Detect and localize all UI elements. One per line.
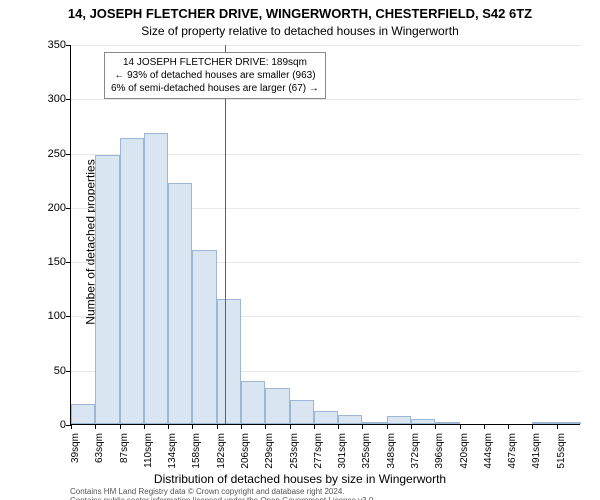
histogram-bar [265,388,289,424]
histogram-bar [557,422,581,424]
xtick-mark [144,424,145,429]
ytick-mark [66,208,71,209]
xtick-mark [532,424,533,429]
histogram-bar [362,422,386,424]
xtick-label: 277sqm [313,433,324,483]
histogram-bar [95,155,119,424]
xtick-mark [168,424,169,429]
histogram-bar [387,416,411,424]
ytick-label: 150 [26,256,66,268]
ytick-mark [66,154,71,155]
histogram-bar [290,400,314,424]
ytick-mark [66,371,71,372]
xtick-mark [95,424,96,429]
histogram-bar [168,183,192,424]
xtick-label: 420sqm [459,433,470,483]
xtick-label: 87sqm [119,433,130,483]
ytick-label: 100 [26,310,66,322]
histogram-bar [338,415,362,424]
histogram-bar [71,404,95,424]
ytick-mark [66,99,71,100]
xtick-label: 253sqm [289,433,300,483]
xtick-mark [241,424,242,429]
chart-container: 14, JOSEPH FLETCHER DRIVE, WINGERWORTH, … [0,0,600,500]
plot-area [70,45,580,425]
annotation-line: 14 JOSEPH FLETCHER DRIVE: 189sqm [111,56,319,69]
histogram-bar [120,138,144,424]
xtick-mark [192,424,193,429]
xtick-mark [338,424,339,429]
chart-title-sub: Size of property relative to detached ho… [0,24,600,38]
ytick-label: 50 [26,365,66,377]
xtick-label: 301sqm [337,433,348,483]
xtick-mark [71,424,72,429]
xtick-mark [314,424,315,429]
xtick-mark [217,424,218,429]
xtick-label: 182sqm [216,433,227,483]
xtick-mark [435,424,436,429]
xtick-label: 229sqm [264,433,275,483]
xtick-mark [484,424,485,429]
footer-attribution: Contains HM Land Registry data © Crown c… [70,488,376,500]
ytick-label: 350 [26,39,66,51]
histogram-bar [217,299,241,424]
xtick-label: 158sqm [191,433,202,483]
xtick-mark [557,424,558,429]
xtick-label: 63sqm [94,433,105,483]
xtick-mark [120,424,121,429]
ytick-mark [66,262,71,263]
histogram-bar [435,422,459,424]
ytick-label: 200 [26,202,66,214]
histogram-bar [144,133,168,424]
histogram-bar [411,419,435,424]
ytick-label: 0 [26,419,66,431]
xtick-mark [265,424,266,429]
annotation-box: 14 JOSEPH FLETCHER DRIVE: 189sqm← 93% of… [104,52,326,99]
xtick-label: 372sqm [410,433,421,483]
ytick-mark [66,45,71,46]
gridline [71,99,580,100]
xtick-mark [362,424,363,429]
xtick-label: 396sqm [434,433,445,483]
ytick-label: 300 [26,93,66,105]
histogram-bar [192,250,216,424]
xtick-label: 110sqm [143,433,154,483]
xtick-label: 39sqm [70,433,81,483]
histogram-bar [532,422,556,424]
xtick-mark [411,424,412,429]
annotation-line: ← 93% of detached houses are smaller (96… [111,69,319,82]
xtick-mark [460,424,461,429]
xtick-mark [387,424,388,429]
annotation-line: 6% of semi-detached houses are larger (6… [111,82,319,95]
histogram-bar [241,381,265,424]
xtick-label: 515sqm [556,433,567,483]
xtick-label: 134sqm [167,433,178,483]
ytick-label: 250 [26,148,66,160]
xtick-label: 325sqm [361,433,372,483]
histogram-bar [314,411,338,424]
xtick-label: 444sqm [483,433,494,483]
xtick-mark [508,424,509,429]
xtick-label: 467sqm [507,433,518,483]
ytick-mark [66,316,71,317]
xtick-label: 206sqm [240,433,251,483]
xtick-label: 491sqm [531,433,542,483]
xtick-label: 348sqm [386,433,397,483]
property-marker-line [225,45,226,424]
gridline [71,45,580,46]
chart-title-main: 14, JOSEPH FLETCHER DRIVE, WINGERWORTH, … [0,6,600,21]
xtick-mark [290,424,291,429]
